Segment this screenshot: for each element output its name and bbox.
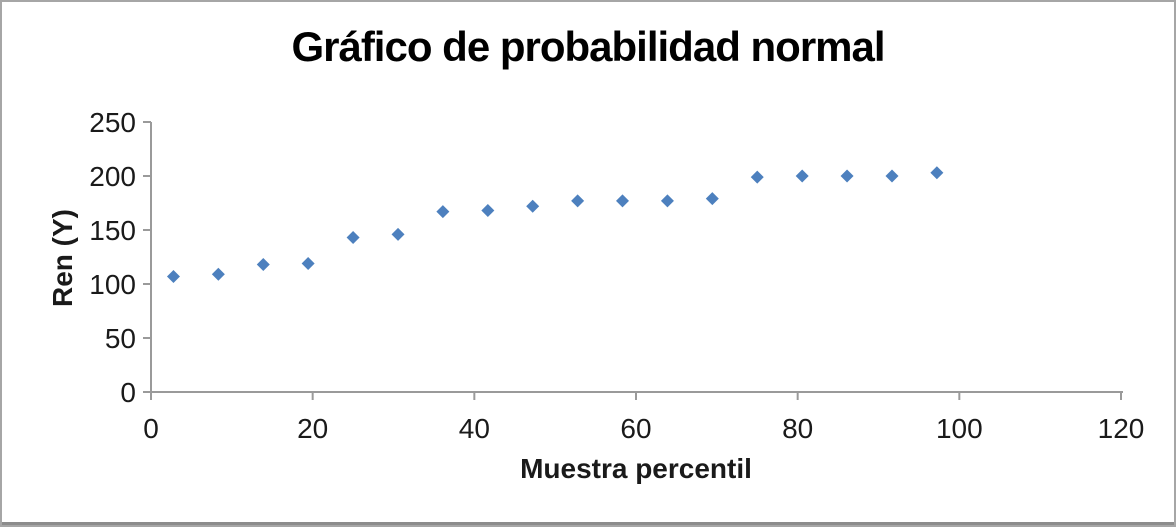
x-axis-title: Muestra percentil bbox=[520, 453, 752, 484]
x-tick-label: 0 bbox=[143, 413, 159, 444]
y-tick-label: 250 bbox=[89, 107, 136, 138]
y-tick-label: 50 bbox=[105, 323, 136, 354]
x-tick-label: 100 bbox=[936, 413, 983, 444]
data-point-marker bbox=[795, 169, 809, 183]
y-axis-title: Ren (Y) bbox=[47, 209, 78, 307]
data-point-marker bbox=[211, 267, 225, 281]
data-point-marker bbox=[930, 166, 944, 180]
y-tick-label: 150 bbox=[89, 215, 136, 246]
data-point-marker bbox=[481, 204, 495, 218]
x-tick-label: 40 bbox=[459, 413, 490, 444]
data-point-marker bbox=[301, 256, 315, 270]
data-point-marker bbox=[840, 169, 854, 183]
data-point-marker bbox=[750, 170, 764, 184]
data-point-marker bbox=[256, 258, 270, 272]
data-point-marker bbox=[391, 227, 405, 241]
data-point-marker bbox=[526, 199, 540, 213]
y-tick-label: 0 bbox=[120, 377, 136, 408]
y-tick-label: 200 bbox=[89, 161, 136, 192]
data-point-marker bbox=[166, 269, 180, 283]
data-point-marker bbox=[660, 194, 674, 208]
x-tick-label: 80 bbox=[782, 413, 813, 444]
y-tick-label: 100 bbox=[89, 269, 136, 300]
data-point-marker bbox=[436, 205, 450, 219]
data-point-marker bbox=[616, 194, 630, 208]
x-tick-label: 120 bbox=[1098, 413, 1145, 444]
data-point-marker bbox=[885, 169, 899, 183]
x-tick-label: 20 bbox=[297, 413, 328, 444]
data-point-marker bbox=[571, 194, 585, 208]
chart-title: Gráfico de probabilidad normal bbox=[291, 23, 885, 70]
data-point-marker bbox=[346, 231, 360, 245]
data-point-marker bbox=[705, 192, 719, 206]
x-tick-label: 60 bbox=[620, 413, 651, 444]
